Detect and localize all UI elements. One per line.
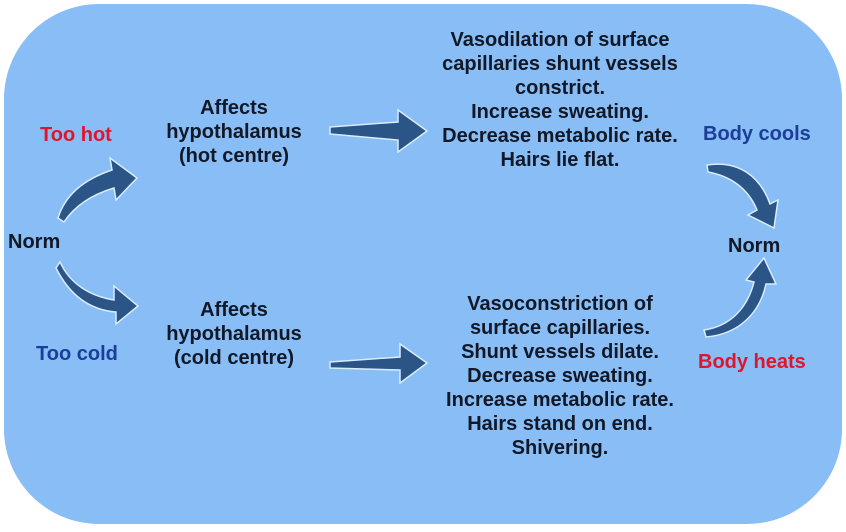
- text-line: Affects: [200, 299, 268, 321]
- text-line: Shunt vessels dilate.: [461, 341, 659, 363]
- text-line: surface capillaries.: [469, 317, 651, 339]
- text-line: capillaries shunt vessels: [442, 53, 678, 75]
- text-line: (cold centre): [173, 347, 295, 369]
- straight-arrow-right-icon: [329, 108, 429, 154]
- curved-arrow-up-icon: [57, 156, 139, 224]
- norm-label-left: Norm: [8, 231, 61, 253]
- text-line: Increase sweating.: [471, 101, 649, 123]
- cold-responses-text: Vasoconstriction of surface capillaries.…: [400, 292, 720, 460]
- too-cold-label: Too cold: [36, 343, 118, 365]
- too-hot-label: Too hot: [40, 124, 112, 146]
- text-line: Vasodilation of surface: [450, 29, 670, 51]
- curved-arrow-down-icon: [55, 260, 140, 326]
- cold-hypothalamus-text: Affects hypothalamus (cold centre): [144, 298, 324, 370]
- text-line: hypothalamus: [166, 121, 302, 143]
- body-heats-label: Body heats: [698, 351, 806, 373]
- straight-arrow-right-icon: [329, 342, 429, 385]
- norm-label-right: Norm: [728, 235, 781, 257]
- body-cools-label: Body cools: [703, 123, 811, 145]
- text-line: Hairs lie flat.: [500, 149, 620, 171]
- hot-responses-text: Vasodilation of surface capillaries shun…: [400, 28, 720, 172]
- text-line: hypothalamus: [166, 323, 302, 345]
- text-line: Hairs stand on end.: [467, 413, 653, 435]
- text-line: Decrease sweating.: [467, 365, 653, 387]
- curved-arrow-down-icon: [706, 163, 779, 230]
- text-line: Affects: [200, 97, 268, 119]
- text-line: Increase metabolic rate.: [446, 389, 674, 411]
- text-line: Decrease metabolic rate.: [442, 125, 678, 147]
- hot-hypothalamus-text: Affects hypothalamus (hot centre): [144, 96, 324, 168]
- text-line: constrict.: [514, 77, 606, 99]
- diagram-background: [4, 4, 842, 524]
- text-line: (hot centre): [179, 145, 289, 167]
- text-line: Shivering.: [511, 437, 609, 459]
- curved-arrow-up-icon: [703, 256, 778, 338]
- text-line: Vasoconstriction of: [467, 293, 653, 315]
